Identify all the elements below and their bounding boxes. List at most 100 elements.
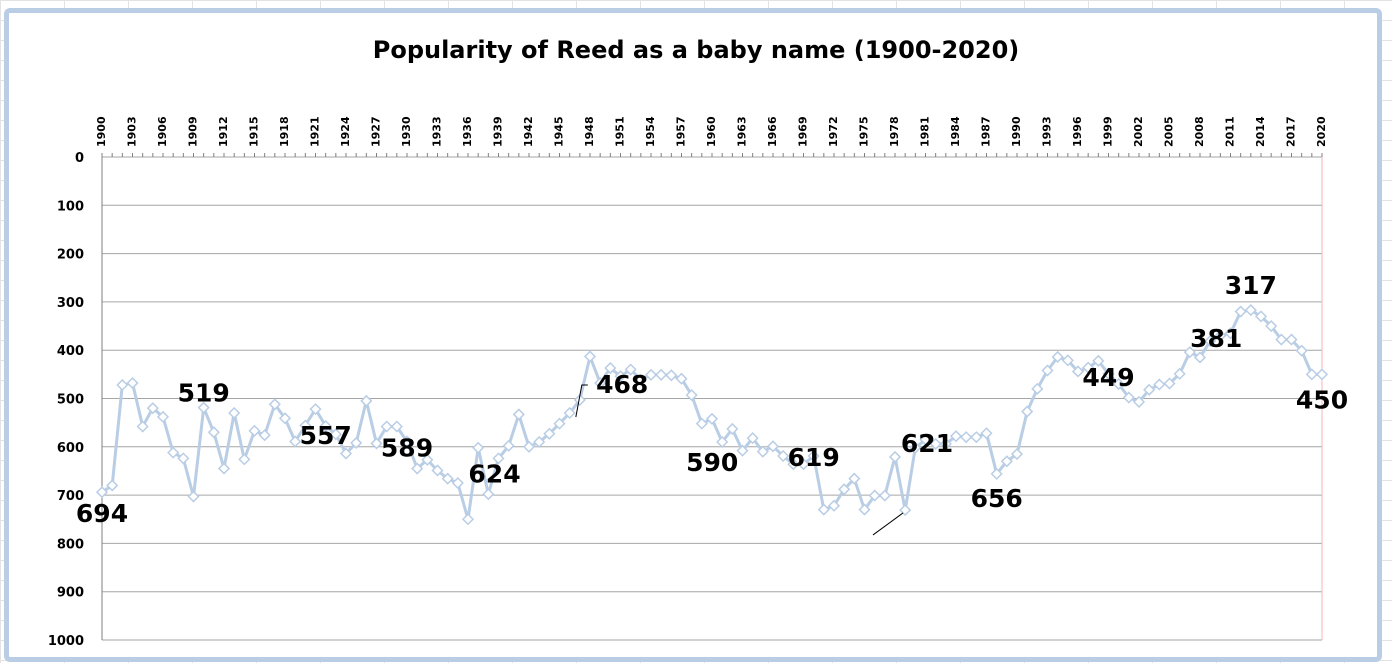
- x-tick-label: 2002: [1132, 116, 1145, 147]
- x-tick-label: 1921: [309, 116, 322, 147]
- data-label: 590: [686, 448, 738, 477]
- data-point-marker: [1112, 377, 1125, 391]
- data-label: 589: [381, 433, 433, 462]
- x-tick-label: 2017: [1285, 116, 1298, 147]
- data-point-marker: [705, 412, 719, 425]
- data-label: 449: [1082, 363, 1134, 392]
- data-point-marker: [390, 420, 403, 433]
- data-point-marker: [563, 406, 576, 420]
- data-point-marker: [411, 462, 424, 475]
- data-point-marker: [573, 393, 586, 407]
- y-tick-label: 200: [57, 248, 84, 263]
- data-point-marker: [289, 435, 302, 448]
- data-point-marker: [116, 378, 129, 392]
- data-point-marker: [604, 362, 617, 375]
- data-point-marker: [1031, 382, 1044, 395]
- data-point-marker: [136, 420, 149, 433]
- x-tick-label: 2011: [1224, 116, 1237, 147]
- data-point-marker: [370, 437, 383, 450]
- data-point-marker: [726, 422, 739, 435]
- data-point-marker: [156, 410, 170, 423]
- x-tick-label: 2005: [1163, 116, 1176, 147]
- data-point-marker: [797, 458, 810, 471]
- x-tick-label: 1996: [1071, 116, 1084, 147]
- data-point-marker: [197, 401, 210, 414]
- x-tick-label: 1912: [217, 116, 230, 147]
- x-tick-label: 1930: [400, 116, 413, 147]
- data-point-marker: [472, 441, 485, 454]
- data-point-marker: [258, 429, 271, 442]
- data-point-marker: [482, 488, 495, 501]
- leader-line: [872, 512, 904, 536]
- data-point-marker: [1173, 367, 1186, 380]
- data-point-marker: [1234, 305, 1247, 318]
- data-point-marker: [400, 435, 414, 448]
- x-tick-label: 1999: [1102, 116, 1115, 147]
- data-point-marker: [807, 449, 820, 463]
- data-point-marker: [614, 370, 627, 383]
- data-point-marker: [1265, 319, 1278, 333]
- y-tick-label: 400: [57, 344, 84, 359]
- data-point-marker: [339, 447, 353, 460]
- x-tick-label: 1984: [949, 116, 962, 147]
- x-tick-label: 1933: [431, 116, 444, 147]
- y-tick-label: 0: [75, 151, 84, 166]
- data-point-marker: [868, 489, 881, 502]
- x-tick-label: 1942: [522, 116, 535, 147]
- data-label: 381: [1190, 324, 1242, 353]
- data-point-marker: [126, 376, 139, 390]
- data-point-marker: [1010, 447, 1024, 461]
- data-point-marker: [95, 486, 109, 499]
- x-tick-label: 1993: [1041, 116, 1054, 147]
- data-point-marker: [1214, 329, 1227, 342]
- data-point-marker: [187, 490, 200, 503]
- data-point-marker: [268, 398, 281, 411]
- data-point-marker: [817, 503, 830, 516]
- data-point-marker: [970, 431, 983, 444]
- data-point-marker: [909, 441, 922, 454]
- data-point-marker: [502, 439, 515, 452]
- data-point-marker: [919, 433, 932, 446]
- data-point-marker: [675, 372, 688, 385]
- data-point-marker: [1305, 368, 1318, 381]
- data-point-marker: [1000, 455, 1013, 468]
- data-point-marker: [787, 458, 800, 471]
- data-label: 624: [468, 459, 520, 488]
- data-label: 656: [971, 484, 1023, 513]
- x-tick-label: 1936: [461, 116, 474, 147]
- data-label: 450: [1296, 385, 1348, 414]
- chart-title: Popularity of Reed as a baby name (1900-…: [372, 36, 1020, 64]
- data-point-marker: [228, 406, 241, 420]
- data-point-marker: [1041, 364, 1054, 377]
- data-point-marker: [106, 479, 119, 492]
- x-tick-label: 1939: [492, 116, 505, 147]
- data-point-marker: [685, 389, 698, 402]
- x-tick-label: 1906: [156, 116, 169, 147]
- x-tick-label: 1978: [888, 116, 901, 147]
- data-point-marker: [949, 430, 963, 443]
- data-point-marker: [512, 408, 525, 421]
- data-point-marker: [380, 420, 393, 433]
- data-point-marker: [217, 462, 231, 475]
- x-tick-label: 1924: [339, 116, 352, 147]
- x-tick-label: 1975: [858, 116, 871, 147]
- y-tick-label: 100: [57, 199, 84, 214]
- data-point-marker: [655, 368, 668, 381]
- data-point-marker: [1153, 378, 1166, 391]
- data-point-marker: [329, 428, 342, 441]
- data-label: 519: [178, 379, 230, 408]
- data-point-marker: [451, 476, 464, 490]
- data-label: 619: [788, 443, 840, 472]
- data-point-marker: [1082, 361, 1095, 374]
- data-point-marker: [858, 503, 871, 516]
- data-point-marker: [878, 489, 891, 502]
- leader-line: [575, 384, 588, 418]
- data-point-marker: [1132, 395, 1146, 408]
- data-point-marker: [543, 427, 556, 440]
- data-point-marker: [756, 445, 769, 458]
- x-tick-label: 1963: [736, 116, 749, 147]
- data-point-marker: [1244, 304, 1257, 317]
- y-tick-label: 1000: [48, 634, 84, 649]
- data-point-marker: [624, 363, 637, 376]
